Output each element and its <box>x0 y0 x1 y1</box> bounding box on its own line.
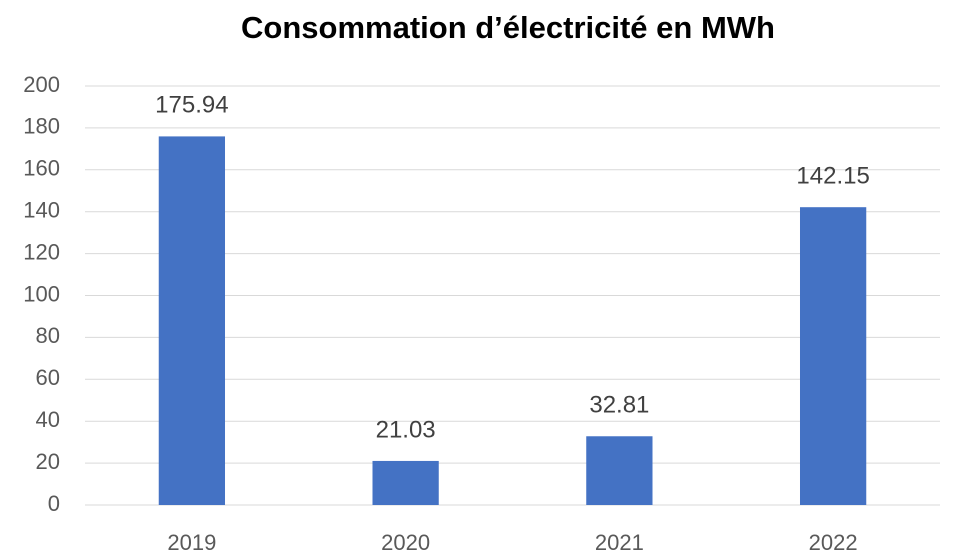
x-tick-label: 2022 <box>809 530 858 555</box>
y-tick-label: 20 <box>36 449 60 474</box>
y-tick-label: 100 <box>23 281 60 306</box>
bar <box>372 460 439 505</box>
bar <box>586 436 653 505</box>
data-label: 142.15 <box>796 163 869 190</box>
y-tick-label: 180 <box>23 114 60 139</box>
y-tick-label: 80 <box>36 323 60 348</box>
x-tick-label: 2020 <box>381 530 430 555</box>
bar <box>799 207 867 506</box>
y-tick-label: 140 <box>23 198 60 223</box>
x-tick-label: 2021 <box>595 530 644 555</box>
chart-title: Consommation d’électricité en MWh <box>241 10 775 45</box>
x-tick-label: 2019 <box>167 530 216 555</box>
y-tick-label: 0 <box>48 491 60 516</box>
data-label: 32.81 <box>589 392 649 419</box>
y-tick-label: 120 <box>23 239 60 264</box>
data-label: 21.03 <box>376 416 436 443</box>
y-tick-label: 200 <box>23 72 60 97</box>
y-tick-label: 160 <box>23 156 60 181</box>
data-label: 175.94 <box>155 92 228 119</box>
y-tick-label: 60 <box>36 365 60 390</box>
bar <box>158 136 226 505</box>
y-tick-label: 40 <box>36 407 60 432</box>
